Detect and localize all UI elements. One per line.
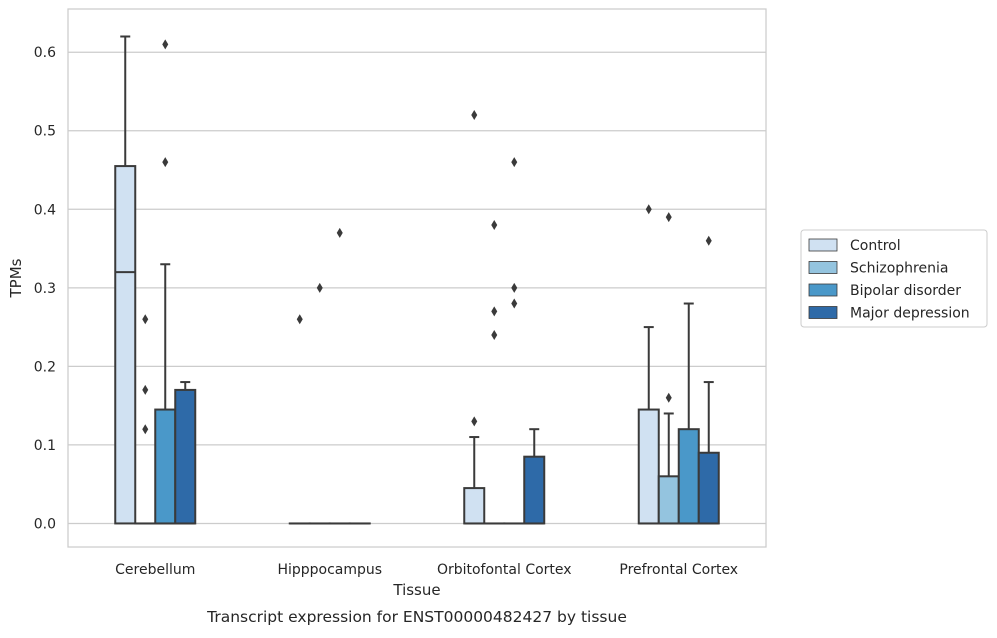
- box-rect: [115, 166, 135, 523]
- y-tick-label: 0.0: [34, 516, 56, 532]
- box-rect: [639, 410, 659, 524]
- legend-swatch: [809, 284, 837, 296]
- box-rect: [464, 488, 484, 523]
- legend-swatch: [809, 239, 837, 251]
- box-rect: [679, 429, 699, 523]
- box-rect: [659, 476, 679, 523]
- legend-swatch: [809, 307, 837, 319]
- x-axis-ticks: Cerebellum Hipppocampus Orbitofontal Corte…: [115, 562, 738, 578]
- figure-caption: Transcript expression for ENST0000048242…: [206, 608, 627, 626]
- box-rect: [524, 457, 544, 524]
- y-tick-label: 0.1: [34, 438, 56, 454]
- x-tick-label: Cerebellum: [115, 562, 195, 578]
- x-tick-label: Prefrontal Cortex: [619, 562, 738, 578]
- legend: Control Schizophrenia Bipolar disorder Majo…: [801, 230, 987, 327]
- y-tick-label: 0.6: [34, 45, 56, 61]
- legend-swatch: [809, 262, 837, 274]
- y-axis-title: TPMs: [7, 258, 25, 298]
- y-tick-label: 0.2: [34, 359, 56, 375]
- box-rect: [175, 390, 195, 524]
- box-rect: [699, 453, 719, 524]
- legend-label: Major depression: [850, 306, 970, 322]
- x-tick-label: Orbitofontal Cortex: [437, 562, 572, 578]
- y-tick-label: 0.3: [34, 281, 56, 297]
- x-axis-title: Tissue: [392, 581, 440, 599]
- legend-label: Schizophrenia: [850, 261, 948, 277]
- x-tick-label: Hipppocampus: [277, 562, 382, 578]
- box-group: [175, 382, 195, 523]
- y-tick-label: 0.4: [34, 202, 56, 218]
- legend-label: Control: [850, 238, 901, 254]
- y-axis-ticks: 0.0 0.1 0.2 0.3 0.4 0.5 0.6: [34, 45, 56, 532]
- box-rect: [155, 410, 175, 524]
- y-tick-label: 0.5: [34, 124, 56, 140]
- legend-label: Bipolar disorder: [850, 283, 961, 299]
